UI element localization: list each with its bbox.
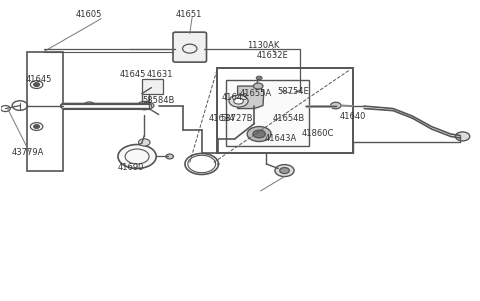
Text: 58584B: 58584B (143, 96, 175, 105)
Circle shape (456, 132, 470, 141)
Circle shape (234, 98, 243, 104)
Polygon shape (238, 86, 264, 109)
Text: 41655A: 41655A (240, 89, 272, 98)
Circle shape (34, 125, 39, 128)
Text: 43779A: 43779A (12, 148, 44, 157)
Circle shape (247, 126, 271, 141)
Text: 41860C: 41860C (301, 129, 334, 138)
Text: 58754E: 58754E (277, 87, 309, 96)
Circle shape (166, 154, 173, 159)
Circle shape (217, 135, 227, 141)
Text: 41643A: 41643A (265, 134, 297, 143)
Circle shape (253, 83, 263, 89)
Circle shape (118, 144, 156, 169)
Circle shape (291, 90, 301, 96)
Bar (142, 79, 163, 94)
Text: 41643: 41643 (222, 93, 248, 102)
Bar (27, 52, 63, 172)
Circle shape (87, 104, 92, 107)
Circle shape (34, 83, 39, 86)
Circle shape (144, 103, 154, 109)
Circle shape (256, 76, 262, 80)
Text: 41631: 41631 (147, 70, 173, 79)
Bar (226, 80, 310, 146)
Bar (175, 34, 204, 61)
Text: 41645: 41645 (120, 70, 146, 79)
Text: 41605: 41605 (76, 10, 102, 19)
FancyBboxPatch shape (173, 32, 206, 62)
Bar (217, 68, 353, 154)
Text: 41651: 41651 (176, 10, 202, 19)
Text: 41645: 41645 (26, 75, 52, 84)
Circle shape (253, 130, 265, 138)
Text: 41640: 41640 (339, 113, 366, 121)
Circle shape (139, 139, 150, 146)
Circle shape (330, 102, 341, 109)
Text: 41632E: 41632E (257, 51, 288, 60)
Circle shape (250, 103, 262, 110)
Text: 41690: 41690 (118, 163, 144, 172)
Text: 58727B: 58727B (220, 114, 253, 123)
Text: 41634: 41634 (209, 114, 235, 123)
Text: 1130AK: 1130AK (247, 41, 279, 50)
Circle shape (280, 168, 289, 174)
Text: 41654B: 41654B (273, 114, 305, 123)
Circle shape (229, 95, 248, 107)
Circle shape (275, 165, 294, 177)
